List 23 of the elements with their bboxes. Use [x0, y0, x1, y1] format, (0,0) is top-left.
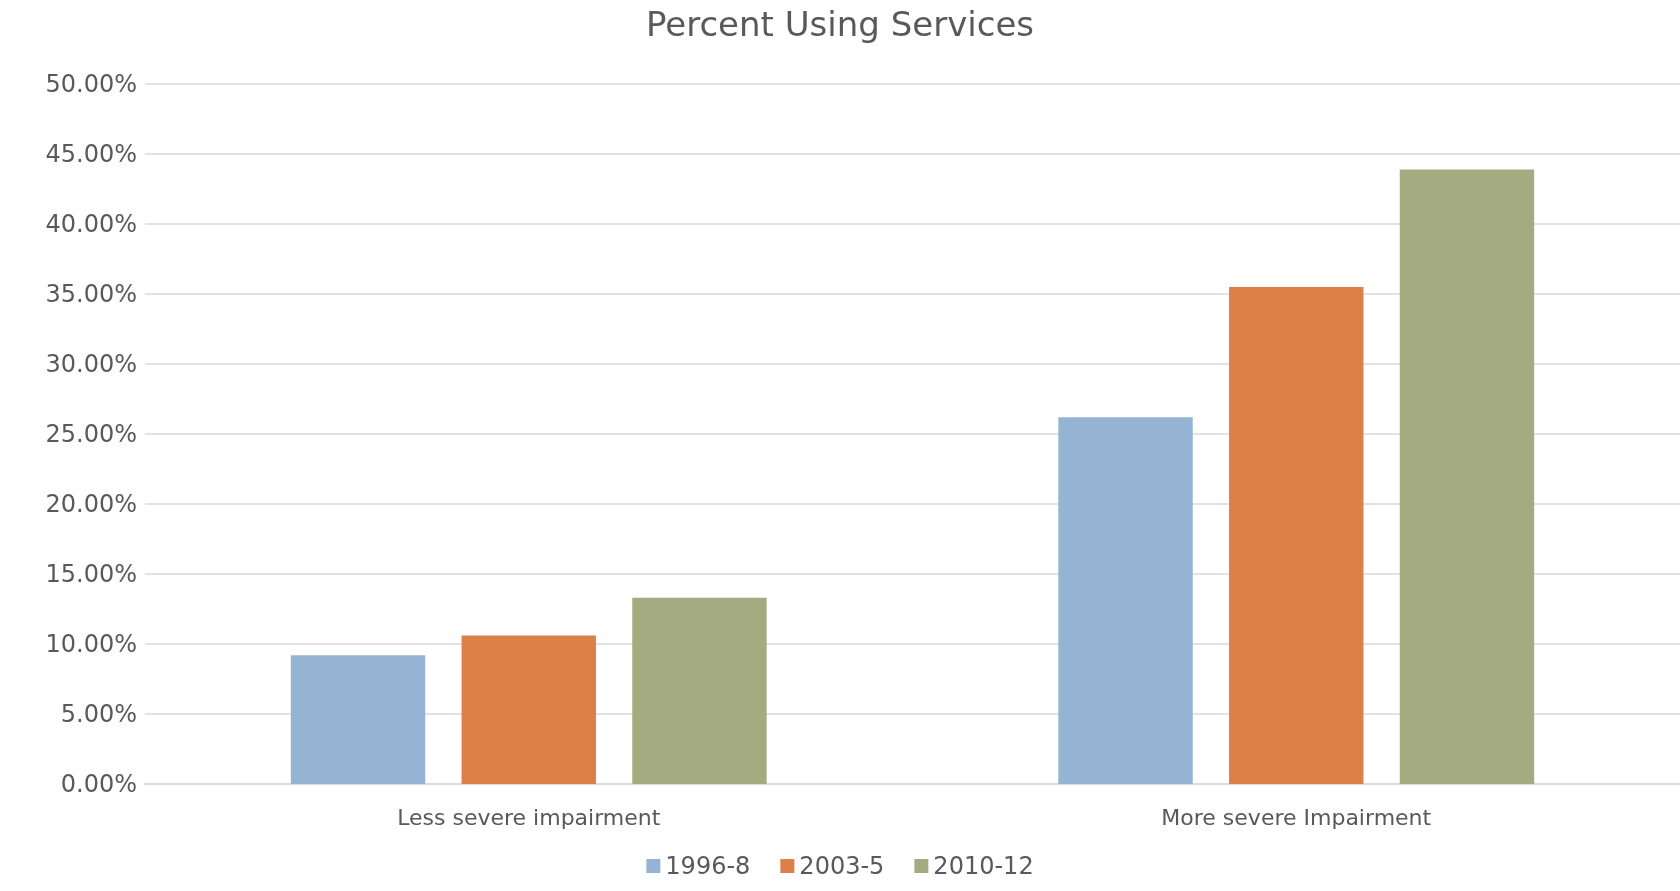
x-tick-label: Less severe impairment — [397, 804, 661, 830]
legend-label: 1996-8 — [665, 852, 751, 880]
legend-label: 2003-5 — [799, 852, 885, 880]
y-tick-label: 40.00% — [45, 210, 137, 238]
legend-label: 2010-12 — [933, 852, 1034, 880]
y-tick-label: 10.00% — [45, 630, 137, 658]
y-tick-label: 45.00% — [45, 140, 137, 168]
y-tick-label: 25.00% — [45, 420, 137, 448]
y-tick-label: 50.00% — [45, 70, 137, 98]
y-tick-label: 30.00% — [45, 350, 137, 378]
y-tick-label: 35.00% — [45, 280, 137, 308]
bar — [461, 635, 596, 784]
y-tick-label: 5.00% — [60, 700, 137, 728]
y-tick-label: 0.00% — [60, 770, 137, 798]
bar — [1229, 287, 1364, 784]
x-tick-label: More severe Impairment — [1161, 804, 1432, 830]
bar — [1399, 169, 1535, 784]
y-tick-label: 20.00% — [45, 490, 137, 518]
bar — [632, 597, 767, 784]
bar — [290, 655, 426, 784]
chart-title: Percent Using Services — [645, 4, 1035, 44]
y-tick-label: 15.00% — [45, 560, 137, 588]
bar — [1058, 417, 1193, 784]
